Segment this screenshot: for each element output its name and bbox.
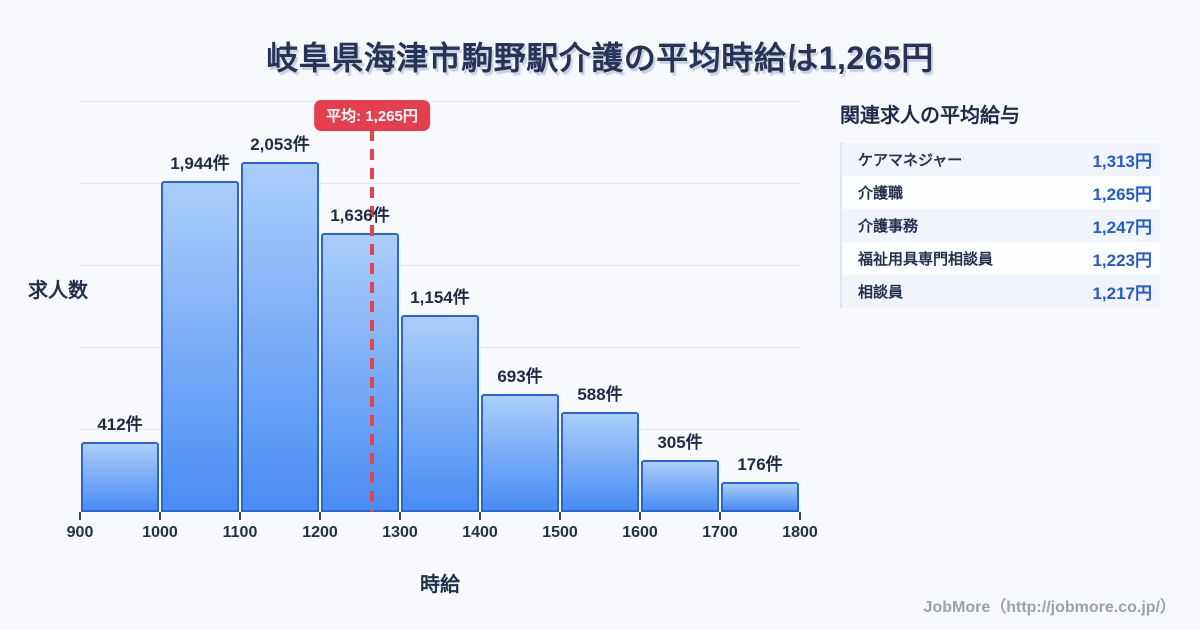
x-axis-label: 時給 <box>420 574 460 596</box>
gridline <box>80 183 800 184</box>
x-axis-tick <box>319 512 321 520</box>
gridline <box>80 101 800 102</box>
histogram-bar <box>161 181 239 512</box>
job-name: 介護事務 <box>858 218 919 235</box>
x-tick-label: 1300 <box>382 524 418 541</box>
x-tick-label: 1500 <box>542 524 578 541</box>
x-tick-label: 1100 <box>222 524 258 541</box>
table-row: 介護職 1,265円 <box>842 176 1160 209</box>
x-axis-tick <box>239 512 241 520</box>
x-axis-tick <box>399 512 401 520</box>
bar-value-label: 1,636件 <box>330 206 390 225</box>
x-axis-tick <box>719 512 721 520</box>
histogram-bar <box>81 442 159 512</box>
bar-value-label: 693件 <box>497 367 543 386</box>
related-jobs-table: ケアマネジャー 1,313円介護職 1,265円介護事務 1,247円福祉用具専門相談… <box>840 143 1160 308</box>
table-row: 福祉用具専門相談員 1,223円 <box>842 242 1160 275</box>
x-axis-tick <box>639 512 641 520</box>
job-wage: 1,313円 <box>1092 152 1152 171</box>
bar-value-label: 305件 <box>657 433 703 452</box>
x-tick-label: 1000 <box>142 524 178 541</box>
job-name: ケアマネジャー <box>858 152 963 169</box>
bar-value-label: 1,944件 <box>170 154 230 173</box>
x-axis-tick <box>79 512 81 520</box>
job-name: 介護職 <box>858 185 904 202</box>
related-jobs-panel-title: 関連求人の平均給与 <box>840 105 1020 127</box>
x-tick-label: 1800 <box>782 524 818 541</box>
bar-value-label: 588件 <box>577 385 623 404</box>
job-wage: 1,247円 <box>1092 218 1152 237</box>
bar-value-label: 1,154件 <box>410 288 470 307</box>
average-line <box>370 130 374 512</box>
x-tick-label: 900 <box>66 524 94 541</box>
bar-value-label: 412件 <box>97 415 143 434</box>
credit-text: JobMore（http://jobmore.co.jp/） <box>923 599 1176 616</box>
x-tick-label: 1200 <box>302 524 338 541</box>
x-tick-label: 1700 <box>702 524 738 541</box>
plot-area: 412件 1,944件 2,053件 1,636件 1,154件 693件 588件 305件… <box>67 100 818 541</box>
job-name: 福祉用具専門相談員 <box>858 251 994 268</box>
table-row: 相談員 1,217円 <box>842 275 1160 308</box>
gridline <box>80 265 800 266</box>
histogram-bar <box>481 394 559 512</box>
x-tick-label: 1600 <box>622 524 658 541</box>
table-row: 介護事務 1,247円 <box>842 209 1160 242</box>
histogram-bar <box>721 482 799 512</box>
table-row: ケアマネジャー 1,313円 <box>842 143 1160 176</box>
histogram-bar <box>241 162 319 512</box>
x-axis-tick <box>159 512 161 520</box>
histogram-bar <box>401 315 479 512</box>
job-wage: 1,217円 <box>1092 284 1152 303</box>
job-wage: 1,223円 <box>1092 251 1152 270</box>
x-axis-tick <box>799 512 801 520</box>
histogram-bar <box>561 412 639 512</box>
x-axis-tick <box>559 512 561 520</box>
bar-value-label: 176件 <box>737 455 783 474</box>
job-name: 相談員 <box>858 284 904 301</box>
average-badge: 平均: 1,265円 <box>314 100 430 131</box>
histogram-bar <box>321 233 399 512</box>
job-wage: 1,265円 <box>1092 185 1152 204</box>
histogram-bar <box>641 460 719 512</box>
bar-value-label: 2,053件 <box>250 135 310 154</box>
y-axis-label: 求人数 <box>28 280 88 302</box>
x-axis-tick <box>479 512 481 520</box>
x-tick-label: 1400 <box>462 524 498 541</box>
page-title: 岐阜県海津市駒野駅介護の平均時給は1,265円 <box>266 40 934 76</box>
